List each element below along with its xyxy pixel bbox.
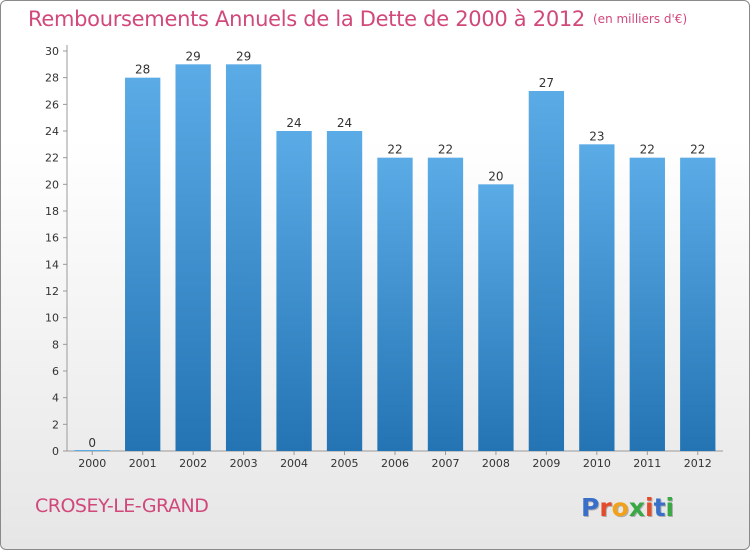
bar-2007 bbox=[427, 157, 464, 451]
logo-letter: i bbox=[665, 493, 675, 522]
bars bbox=[74, 64, 716, 452]
bar-2011 bbox=[629, 157, 665, 451]
bar-2010 bbox=[579, 144, 615, 452]
bar-2006 bbox=[377, 157, 413, 451]
value-label-2010: 23 bbox=[589, 129, 604, 143]
value-label-2007: 22 bbox=[438, 143, 453, 157]
y-tick-label: 2 bbox=[52, 418, 59, 431]
value-label-2001: 28 bbox=[135, 63, 150, 77]
y-tick-label: 18 bbox=[45, 205, 59, 218]
bar-2004 bbox=[276, 131, 312, 451]
bar-2012 bbox=[680, 157, 716, 451]
value-label-2000: 0 bbox=[88, 436, 96, 450]
logo-letter: o bbox=[611, 493, 629, 522]
y-tick-label: 28 bbox=[45, 72, 59, 85]
bar-2005 bbox=[326, 131, 363, 451]
y-tick-label: 8 bbox=[52, 338, 59, 351]
chart-subtitle: (en milliers d'€) bbox=[593, 12, 688, 26]
y-tick-label: 22 bbox=[45, 152, 59, 165]
bar-2009 bbox=[528, 91, 565, 451]
x-tick-label-2007: 2007 bbox=[431, 457, 459, 470]
value-label-2008: 20 bbox=[488, 169, 503, 183]
x-tick-label-2010: 2010 bbox=[583, 457, 611, 470]
y-tick-label: 20 bbox=[45, 178, 59, 191]
proxiti-logo: Proxiti bbox=[581, 493, 674, 522]
value-label-2002: 29 bbox=[186, 49, 201, 63]
value-label-2006: 22 bbox=[387, 143, 402, 157]
x-tick-label-2000: 2000 bbox=[78, 457, 106, 470]
x-tick-label-2004: 2004 bbox=[280, 457, 308, 470]
logo-letter: r bbox=[599, 493, 612, 522]
y-tick-label: 4 bbox=[52, 392, 59, 405]
x-tick-label-2012: 2012 bbox=[684, 457, 712, 470]
x-tick-label-2002: 2002 bbox=[179, 457, 207, 470]
y-tick-label: 30 bbox=[45, 45, 59, 58]
logo-letter: i bbox=[645, 493, 654, 522]
y-tick-label: 16 bbox=[45, 232, 59, 245]
y-tick-label: 0 bbox=[52, 445, 59, 458]
logo-letter: t bbox=[653, 493, 666, 522]
y-tick-label: 14 bbox=[45, 258, 59, 271]
x-tick-label-2008: 2008 bbox=[482, 457, 510, 470]
value-label-2005: 24 bbox=[337, 116, 352, 130]
y-tick-label: 26 bbox=[45, 98, 59, 111]
x-tick-label-2006: 2006 bbox=[381, 457, 409, 470]
value-label-2011: 22 bbox=[640, 143, 655, 157]
x-tick-label-2003: 2003 bbox=[230, 457, 258, 470]
x-tick-label-2005: 2005 bbox=[331, 457, 359, 470]
labels: 0 2000 28 2001 29 2002 29 2003 24 2004 24 2005 22 200… bbox=[78, 49, 712, 470]
bar-2008 bbox=[478, 184, 514, 452]
y-tick-label: 6 bbox=[52, 365, 59, 378]
y-tick-label: 12 bbox=[45, 285, 59, 298]
x-tick-label-2011: 2011 bbox=[633, 457, 661, 470]
value-label-2004: 24 bbox=[286, 116, 301, 130]
bar-2003 bbox=[225, 64, 262, 452]
value-label-2003: 29 bbox=[236, 49, 251, 63]
title-text: Remboursements Annuels de la Dette de 20… bbox=[28, 7, 585, 31]
value-label-2009: 27 bbox=[539, 76, 554, 90]
value-label-2012: 22 bbox=[690, 143, 705, 157]
x-tick-label-2009: 2009 bbox=[532, 457, 560, 470]
x-tick-label-2001: 2001 bbox=[129, 457, 157, 470]
y-tick-label: 10 bbox=[45, 312, 59, 325]
logo-letter: P bbox=[581, 493, 600, 522]
bar-2001 bbox=[125, 77, 161, 452]
logo-letter: x bbox=[628, 493, 645, 522]
commune-name: CROSEY-LE-GRAND bbox=[35, 495, 209, 517]
chart-title: Remboursements Annuels de la Dette de 20… bbox=[28, 7, 687, 31]
bar-2002 bbox=[175, 64, 211, 452]
y-tick-label: 24 bbox=[45, 125, 59, 138]
